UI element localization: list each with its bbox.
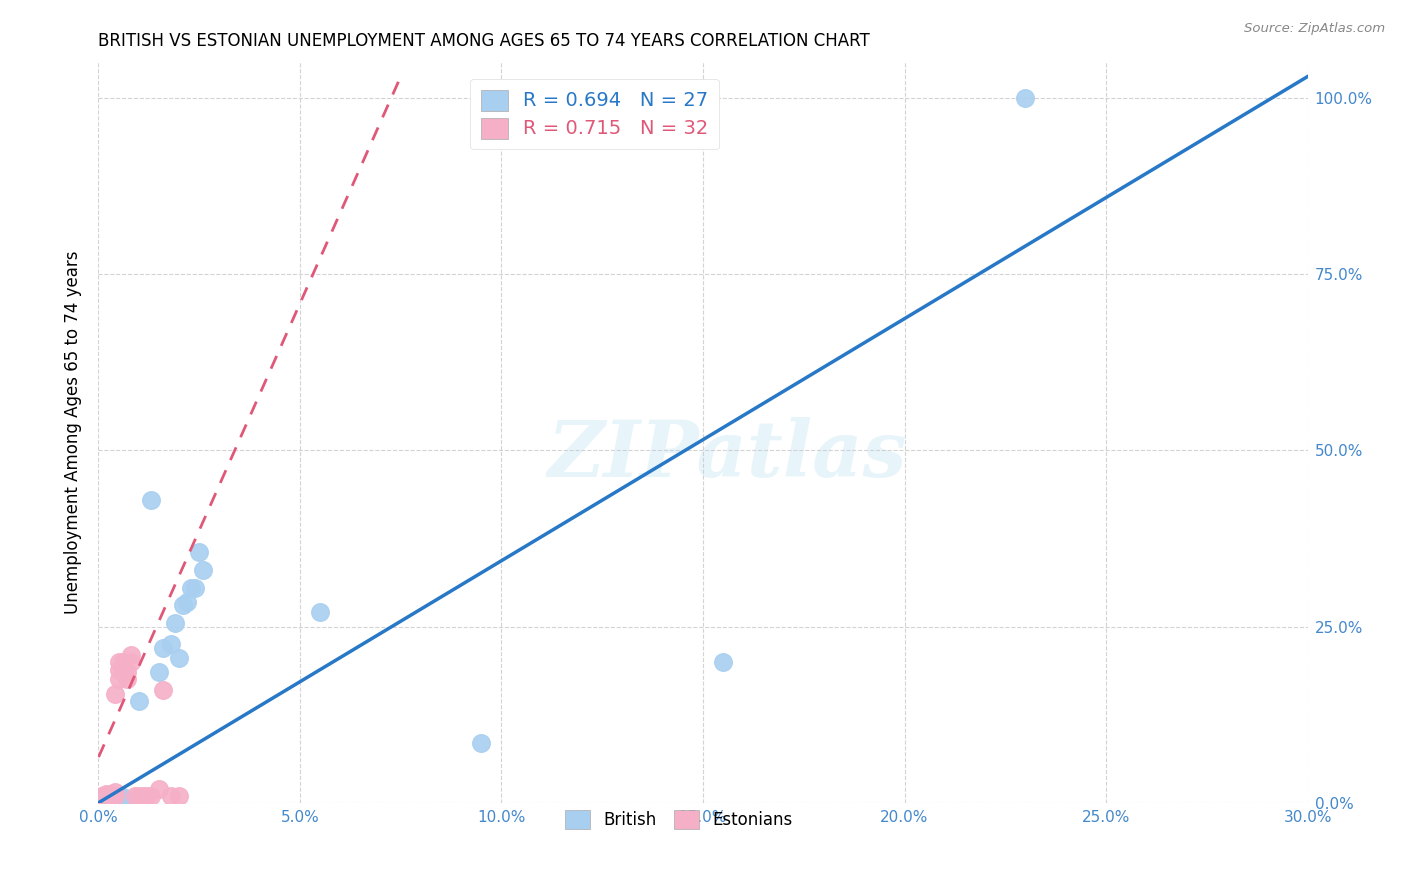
Point [100,790,122,805]
Text: BRITISH VS ESTONIAN UNEMPLOYMENT AMONG AGES 65 TO 74 YEARS CORRELATION CHART: BRITISH VS ESTONIAN UNEMPLOYMENT AMONG A… [98,32,870,50]
Point [160,789,183,803]
Point [167,651,190,665]
Text: Source: ZipAtlas.com: Source: ZipAtlas.com [1244,22,1385,36]
Point [139,492,162,507]
Point [160,637,183,651]
Point [91,792,114,806]
Point [107,673,129,687]
Point [103,789,125,803]
Point [148,665,170,680]
Point [115,673,138,687]
Point [107,792,129,806]
Point [96,792,118,806]
Y-axis label: Unemployment Among Ages 65 to 74 years: Unemployment Among Ages 65 to 74 years [65,251,83,615]
Text: ZIPatlas: ZIPatlas [547,417,907,493]
Point [152,683,174,698]
Point [100,788,122,802]
Point [172,599,194,613]
Point [120,648,142,662]
Point [184,581,207,595]
Point [135,789,157,803]
Point [111,790,134,805]
Point [115,665,138,680]
Point [128,693,150,707]
Point [96,790,118,805]
Point [139,789,162,803]
Point [107,789,129,803]
Point [107,663,129,677]
Point [180,581,202,595]
Point [309,606,332,620]
Point [128,789,150,803]
Point [91,789,114,803]
Point [103,686,125,700]
Point [1014,91,1036,105]
Point [711,655,734,669]
Point [96,792,118,806]
Point [100,792,122,806]
Point [167,789,190,803]
Point [470,736,492,750]
Point [91,792,114,806]
Point [107,655,129,669]
Point [103,785,125,799]
Point [124,789,146,803]
Point [96,788,118,802]
Point [100,792,122,806]
Point [163,615,186,630]
Point [120,655,142,669]
Point [132,789,155,803]
Point [152,640,174,655]
Point [103,789,125,803]
Point [100,792,122,806]
Point [91,792,114,806]
Legend: British, Estonians: British, Estonians [555,799,803,838]
Point [103,792,125,806]
Point [111,663,134,677]
Point [193,563,215,577]
Point [188,545,211,559]
Point [111,792,134,806]
Point [96,792,118,806]
Point [111,655,134,669]
Point [96,792,118,806]
Point [148,781,170,796]
Point [176,595,198,609]
